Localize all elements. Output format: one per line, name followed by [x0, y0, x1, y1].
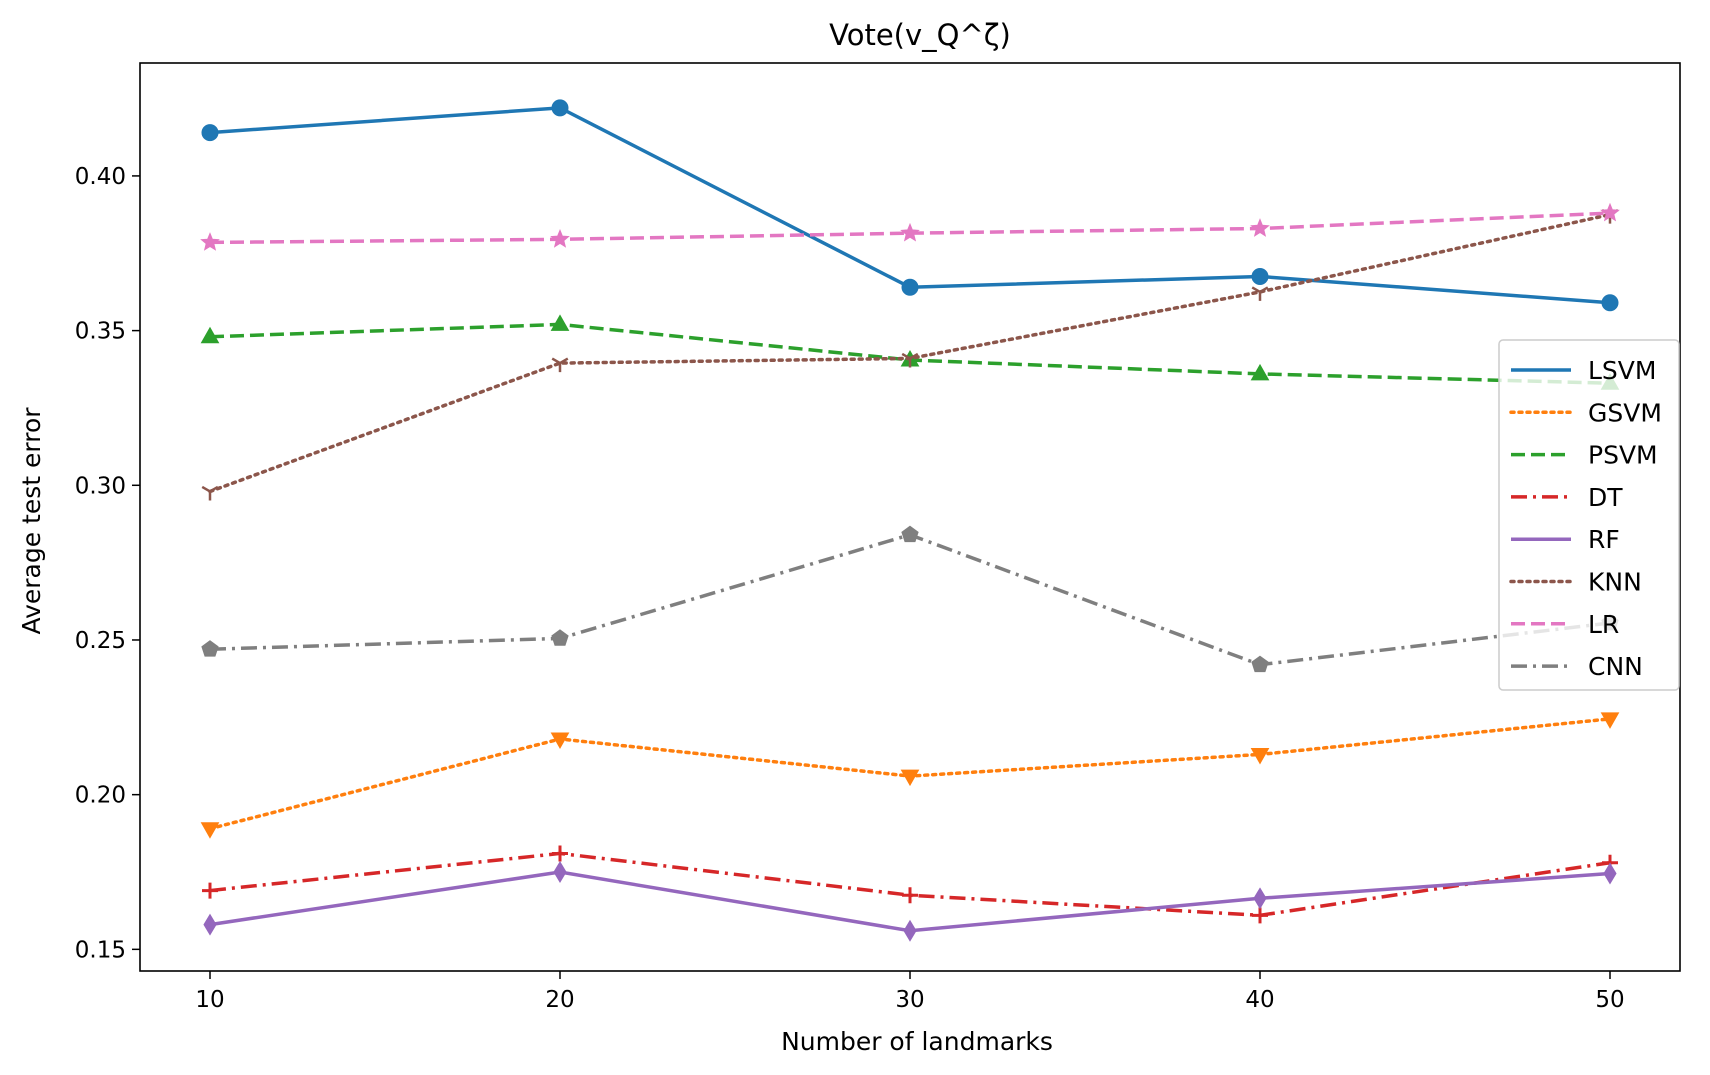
data-point-lsvm-10 [201, 124, 219, 142]
data-point-cnn-40 [1251, 655, 1269, 673]
legend-label-psvm: PSVM [1588, 441, 1658, 470]
data-point-lr-10 [200, 232, 220, 251]
x-tick-label: 40 [1245, 987, 1274, 1013]
data-point-psvm-20 [550, 314, 570, 331]
legend-item-gsvm: GSVM [1509, 398, 1662, 427]
legend-item-dt: DT [1511, 483, 1623, 512]
data-point-lsvm-50 [1601, 294, 1619, 312]
data-point-rf-20 [553, 861, 567, 883]
legend-item-knn: KNN [1509, 568, 1642, 597]
legend-item-lsvm: LSVM [1511, 356, 1656, 385]
data-point-rf-10 [203, 913, 217, 936]
y-tick-label: 0.40 [75, 164, 126, 190]
legend-label-lsvm: LSVM [1588, 356, 1656, 385]
series-line-dt [209, 851, 1611, 918]
data-point-gsvm-20 [550, 732, 570, 749]
data-point-psvm-10 [200, 326, 220, 344]
legend-item-lr: LR [1511, 610, 1619, 639]
series-psvm [200, 314, 1620, 390]
x-tick-label: 10 [195, 987, 224, 1013]
legend-label-cnn: CNN [1588, 652, 1643, 681]
data-point-dt-30 [902, 887, 918, 904]
legend-item-cnn: CNN [1511, 652, 1643, 681]
data-point-lsvm-20 [551, 99, 569, 117]
data-point-knn-20 [551, 357, 569, 373]
legend-label-gsvm: GSVM [1588, 398, 1662, 427]
series-dt [202, 845, 1618, 924]
data-point-dt-20 [552, 845, 568, 862]
data-point-lsvm-40 [1251, 267, 1269, 285]
series-lsvm [201, 99, 1619, 312]
x-tick-label: 30 [895, 987, 924, 1013]
axis-ticks: 10 20 30 40 50 0.15 0.20 0.25 0.30 0.35 0.40 [75, 164, 1625, 1013]
data-point-lr-30 [900, 222, 920, 242]
y-tick-label: 0.20 [75, 783, 126, 809]
chart-title: Vote(v_Q^ζ) [829, 18, 1011, 52]
plot-frame [139, 62, 1681, 972]
y-axis-title: Average test error [17, 407, 46, 635]
series-line-lsvm [209, 106, 1611, 305]
data-point-rf-50 [1603, 862, 1617, 885]
y-tick-label: 0.35 [75, 319, 126, 345]
data-point-lr-40 [1250, 218, 1270, 237]
legend-box [1498, 339, 1680, 691]
legend-label-rf: RF [1588, 525, 1620, 554]
data-point-gsvm-30 [900, 769, 920, 787]
series-lr [200, 202, 1620, 251]
data-point-dt-40 [1252, 907, 1268, 924]
series-cnn [201, 525, 1619, 673]
data-point-knn-40 [1251, 286, 1269, 301]
data-point-cnn-30 [901, 525, 919, 543]
x-axis-title: Number of landmarks [781, 1027, 1053, 1056]
legend: LSVM GSVM PSVM DT RF KNN LR CNN [1498, 339, 1680, 691]
data-point-knn-30 [901, 352, 919, 368]
data-point-rf-30 [903, 919, 917, 942]
x-tick-label: 20 [545, 987, 574, 1013]
data-point-gsvm-10 [200, 822, 220, 839]
data-point-rf-40 [1253, 887, 1267, 910]
legend-label-knn: KNN [1588, 568, 1642, 597]
data-point-gsvm-50 [1600, 712, 1620, 729]
y-tick-label: 0.15 [75, 937, 126, 963]
y-tick-label: 0.30 [75, 473, 126, 499]
series-gsvm [200, 712, 1620, 839]
data-point-gsvm-40 [1250, 747, 1270, 765]
legend-item-psvm: PSVM [1511, 441, 1658, 470]
series-line-cnn [209, 532, 1611, 667]
data-point-lsvm-30 [901, 278, 919, 296]
data-point-lr-50 [1600, 202, 1620, 222]
data-point-dt-10 [202, 882, 218, 899]
y-tick-label: 0.25 [75, 628, 126, 654]
data-point-cnn-10 [201, 640, 219, 657]
data-point-cnn-20 [551, 629, 569, 646]
data-point-lr-20 [550, 229, 570, 248]
series-rf [203, 861, 1617, 942]
data-point-psvm-40 [1250, 363, 1270, 381]
legend-label-dt: DT [1588, 483, 1623, 512]
x-tick-label: 50 [1595, 987, 1624, 1013]
legend-label-lr: LR [1588, 610, 1619, 639]
plot-area [200, 99, 1620, 942]
data-point-knn-10 [201, 485, 219, 501]
legend-item-rf: RF [1511, 525, 1620, 554]
